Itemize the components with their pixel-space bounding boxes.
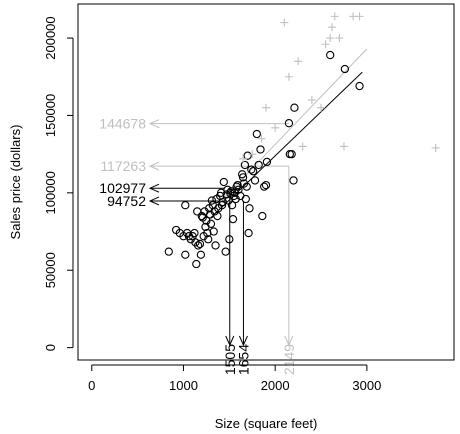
data-point-plus	[307, 95, 316, 104]
x-tick-label: 3000	[352, 378, 381, 393]
data-point-circle	[190, 228, 199, 238]
annotation-arrowhead	[225, 335, 235, 347]
x-tick-label: 2000	[261, 378, 290, 393]
data-point-circle	[261, 180, 271, 190]
data-point-circle	[193, 241, 203, 250]
data-point-circle	[216, 188, 226, 197]
data-point-circle	[326, 50, 335, 60]
data-point-plus	[328, 23, 337, 32]
data-point-circle	[234, 185, 243, 194]
annotation-arrowhead	[148, 183, 160, 193]
y-tick-label: 50000	[43, 252, 58, 288]
data-point-plus	[262, 103, 270, 112]
data-point-circle	[181, 201, 190, 210]
x-axis-label: Size (square feet)	[215, 416, 318, 431]
annotation-x-label: 1654	[235, 344, 251, 375]
y-axis: 0 50000 100000 150000 200000	[43, 16, 74, 351]
data-point-circle	[256, 145, 265, 154]
data-point-circle	[193, 207, 202, 216]
data-point-plus	[355, 12, 364, 21]
data-point-circle	[289, 176, 298, 185]
data-point-circle	[211, 241, 220, 250]
data-point-circle	[228, 214, 238, 224]
data-point-plus	[248, 150, 257, 159]
data-point-plus	[280, 18, 289, 27]
data-point-circle	[260, 182, 269, 191]
data-point-plus	[431, 143, 440, 152]
data-point-circle	[197, 211, 206, 221]
annotation-y-label: 102977	[99, 180, 146, 196]
data-point-circle	[221, 247, 230, 256]
data-point-plus	[326, 34, 335, 43]
plot-box	[77, 3, 455, 361]
data-point-circle	[250, 176, 260, 185]
data-point-circle	[242, 182, 251, 191]
annotation-arrowhead	[148, 196, 160, 206]
data-point-circle	[195, 239, 205, 249]
annotation-layer: 102977 1505 94752 1654 117263 2149 144678	[99, 116, 297, 375]
data-point-circle	[219, 177, 228, 187]
annotation-y-label: 94752	[107, 193, 146, 209]
data-point-plus	[335, 34, 344, 43]
x-tick-label: 0	[88, 378, 95, 393]
data-point-circle	[340, 64, 350, 74]
data-point-circle	[249, 167, 258, 176]
y-tick-label: 200000	[43, 16, 58, 59]
data-point-circle	[240, 160, 250, 170]
data-point-plus	[339, 142, 348, 151]
data-point-circle	[262, 157, 272, 167]
data-point-circle	[213, 211, 222, 221]
data-point-circle	[225, 235, 234, 244]
data-point-circle	[192, 259, 201, 269]
data-point-plus	[294, 57, 303, 66]
data-point-circle	[287, 149, 296, 159]
annotation-arrowhead	[148, 119, 160, 129]
data-point-circle	[247, 165, 256, 174]
data-point-circle	[245, 204, 254, 213]
annotation-y-label: 144678	[99, 116, 146, 132]
annotation-arrowhead	[284, 335, 294, 347]
annotation-arrowhead	[148, 161, 160, 171]
data-point-plus	[271, 123, 280, 132]
data-point-plus	[284, 72, 293, 81]
data-point-plus	[298, 142, 307, 151]
data-point-plus	[330, 12, 339, 21]
annotation-arrowhead	[238, 335, 248, 347]
data-point-circle	[355, 81, 364, 91]
data-point-plus	[257, 134, 266, 143]
y-tick-label: 100000	[43, 171, 58, 214]
data-point-circle	[196, 250, 206, 259]
y-axis-label: Sales price (dollars)	[8, 125, 23, 240]
data-point-circle	[204, 235, 213, 244]
x-axis: 0 1000 2000 3000	[88, 364, 381, 393]
data-point-circle	[290, 103, 299, 112]
data-point-circle	[206, 219, 216, 228]
data-point-circle	[252, 129, 261, 139]
y-tick-label: 150000	[43, 94, 58, 137]
data-point-circle	[207, 196, 217, 205]
data-point-plus	[317, 103, 326, 112]
data-point-circle	[258, 211, 267, 221]
data-point-circle	[254, 160, 263, 170]
data-point-plus	[321, 40, 330, 49]
data-point-circle	[181, 250, 190, 259]
data-point-circle	[238, 173, 248, 182]
fit-line	[210, 48, 368, 212]
y-tick-label: 0	[43, 344, 58, 351]
data-point-circle	[227, 201, 237, 210]
data-point-circle	[284, 119, 294, 128]
x-tick-label: 1000	[169, 378, 198, 393]
data-point-circle	[218, 197, 228, 207]
annotation-x-label: 2149	[281, 344, 297, 375]
data-point-circle	[243, 151, 252, 160]
data-point-circle	[241, 194, 250, 204]
data-point-circle	[209, 227, 218, 236]
data-point-circle	[164, 247, 173, 256]
annotation-y-label: 117263	[100, 158, 146, 174]
annotation-x-label: 1505	[222, 344, 238, 375]
data-point-plus	[239, 154, 248, 163]
data-point-circle	[244, 228, 253, 238]
point-layer	[164, 12, 440, 269]
